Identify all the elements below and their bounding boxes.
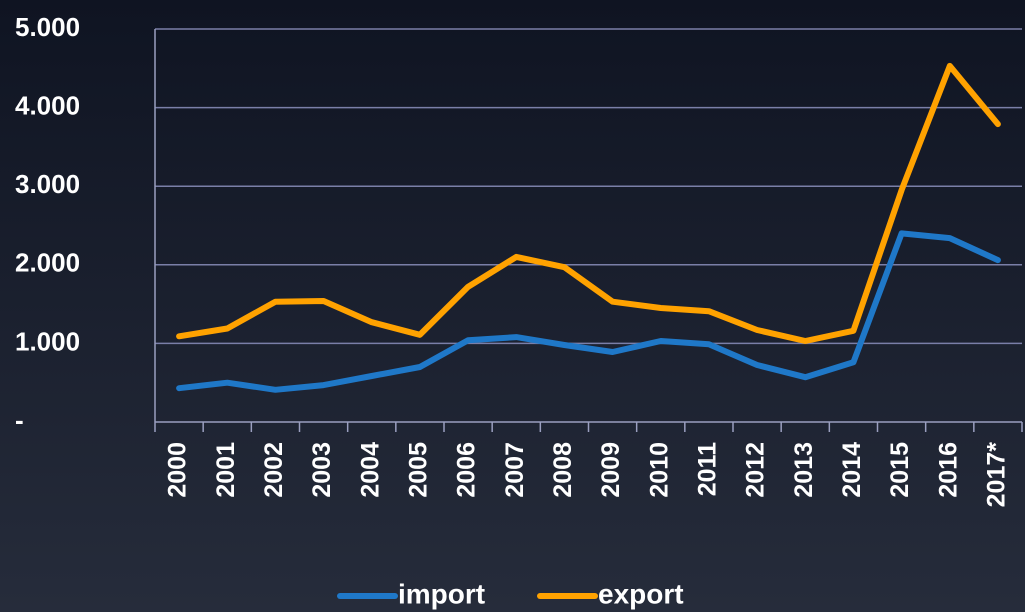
legend-label: import <box>398 578 485 609</box>
x-tick-label: 2012 <box>742 442 770 498</box>
x-tick-label: 2010 <box>645 442 673 498</box>
x-tick-label: 2015 <box>886 442 914 498</box>
y-tick-label: 3.000 <box>15 169 80 199</box>
x-tick-label: 2013 <box>790 442 818 498</box>
x-tick-label: 2002 <box>260 442 288 498</box>
x-tick-label: 2001 <box>212 442 240 498</box>
y-tick-label: 1.000 <box>15 326 80 356</box>
series-line <box>176 230 1001 393</box>
y-tick-label: 2.000 <box>15 248 80 278</box>
x-tick-label: 2017* <box>983 442 1011 508</box>
x-tick-label: 2009 <box>597 442 625 498</box>
x-tick-label: 2011 <box>694 442 722 496</box>
legend-label: export <box>598 578 684 609</box>
x-tick-label: 2004 <box>356 442 384 498</box>
x-tick-label: 2006 <box>453 442 481 498</box>
y-tick-label: 5.000 <box>15 12 80 42</box>
x-tick-label: 2007 <box>501 442 529 498</box>
x-tick-label: 2005 <box>405 442 433 498</box>
x-tick-label: 2003 <box>308 442 336 498</box>
x-tick-label: 2016 <box>934 442 962 498</box>
x-tick-label: 2008 <box>549 442 577 498</box>
y-tick-label: - <box>15 405 24 435</box>
x-tick-label: 2000 <box>164 442 192 498</box>
series-line <box>176 62 1001 344</box>
x-tick-label: 2014 <box>838 442 866 498</box>
y-tick-label: 4.000 <box>15 90 80 120</box>
